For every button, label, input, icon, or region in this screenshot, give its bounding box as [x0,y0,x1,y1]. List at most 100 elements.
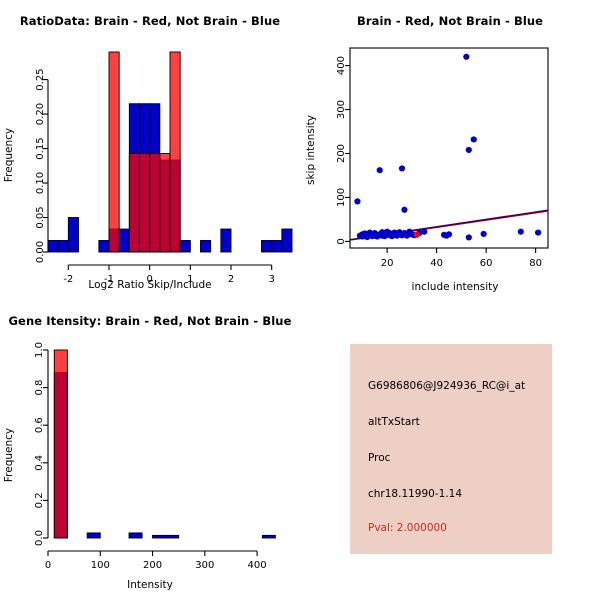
scatter-point [376,167,383,174]
y-axis-tick-label: 0.15 [35,137,46,159]
gene-process: Proc [368,452,391,464]
y-axis-tick-label: 0 [336,238,347,244]
histogram-bar [281,228,293,253]
histogram-bar [169,51,181,253]
x-axis-tick-label: 0 [146,274,152,285]
gene-histogram-svg: 0.0 0.2 0.4 0.6 0.8 1.0 0 100 200 300 400 Intensit… [3,342,276,591]
panel-gene-info: G6986806@J924936_RC@i_at altTxStart Proc… [300,300,600,600]
x-axis-tick-label: 80 [529,258,542,269]
scatter-point [401,206,408,213]
histogram-bar [128,532,143,539]
histogram-bar [108,51,120,253]
ratio-histogram-bars [47,51,293,253]
ratio-histogram-axes: 0.00 0.05 0.10 0.15 0.20 0.25 -2 -1 0 1 2 3 [35,68,275,285]
scatter-xlabel: include intensity [412,281,499,293]
panel-intensity-scatter: Brain - Red, Not Brain - Blue 0 100 200 300… [300,0,600,300]
scatter-point [421,228,428,235]
histogram-bar [159,152,171,253]
x-axis-tick-label: 3 [268,274,274,285]
gene-probe-id: G6986806@J924936_RC@i_at [368,380,526,392]
scatter-point [465,234,472,241]
histogram-bar [271,240,283,253]
gene-info-box: G6986806@J924936_RC@i_at altTxStart Proc… [350,344,552,554]
y-axis-tick-label: 100 [336,188,347,207]
x-axis-tick-label: 0 [45,560,51,571]
x-axis-tick-label: 100 [91,560,110,571]
scatter-ylabel: skip intensity [305,115,317,185]
y-axis-tick-label: 300 [336,100,347,119]
scatter-point [413,231,420,238]
scatter-point [480,230,487,238]
gene-histogram-xlabel: Intensity [127,579,173,591]
histogram-bar [118,228,130,253]
histogram-bar [261,240,273,253]
x-axis-tick-label: -2 [63,274,73,285]
gene-event-type: altTxStart [368,416,420,428]
scatter-title: Brain - Red, Not Brain - Blue [356,14,544,28]
x-axis-tick-label: 200 [143,560,162,571]
y-axis-tick-label: 0.2 [34,492,45,508]
scatter-point [354,198,361,205]
histogram-bar [67,217,79,253]
gene-histogram-ylabel: Frequency [3,428,15,482]
histogram-bar [53,349,68,539]
gene-histogram-bars [53,349,276,539]
histogram-bar [261,534,276,539]
y-axis-tick-label: 400 [336,56,347,75]
histogram-bar [47,240,59,253]
y-axis-tick-label: 0.6 [34,417,45,433]
scatter-points [354,53,542,241]
histogram-bar [200,240,212,253]
scatter-point [445,231,453,238]
y-axis-tick-label: 0.10 [35,172,46,194]
scatter-axes: 0 100 200 300 400 20 40 60 80 [336,56,542,269]
x-axis-tick-label: -1 [104,274,114,285]
histogram-bar [139,152,151,253]
ratio-histogram-title: RatioData: Brain - Red, Not Brain - Blue [19,14,281,28]
y-axis-tick-label: 200 [336,144,347,163]
histogram-bar [86,532,101,539]
x-axis-tick-label: 400 [248,560,267,571]
scatter-point [398,165,406,172]
scatter-point [470,136,477,143]
plot-box [349,47,549,249]
histogram-bar [152,534,167,539]
x-axis-tick-label: 2 [228,274,234,285]
x-axis-tick-label: 60 [480,258,493,269]
scatter-point [463,53,470,60]
y-axis-tick-label: 1.0 [34,342,45,358]
y-axis-tick-label: 0.8 [34,380,45,396]
scatter-plot-frame [349,47,549,249]
y-axis-tick-label: 0.00 [35,241,46,263]
gene-pval: Pval: 2.000000 [368,522,447,534]
y-axis-tick-label: 0.20 [35,103,46,125]
scatter-point [465,146,472,154]
ratio-histogram-svg: 0.00 0.05 0.10 0.15 0.20 0.25 -2 -1 0 1 2 3 Log2 Ra… [3,51,293,291]
histogram-bar [57,240,69,253]
x-axis-tick-label: 300 [195,560,214,571]
histogram-bar [128,152,140,253]
ratio-histogram-xlabel: Log2 Ratio Skip/Include [88,279,211,291]
y-axis-tick-label: 0.4 [34,455,45,471]
histogram-bar [220,228,232,253]
panel-ratio-histogram: RatioData: Brain - Red, Not Brain - Blue… [0,0,300,300]
histogram-bar [179,240,191,253]
scatter-point [517,228,524,235]
ratio-histogram-ylabel: Frequency [3,128,15,182]
scatter-point [535,229,542,236]
gene-histogram-axes: 0.0 0.2 0.4 0.6 0.8 1.0 0 100 200 300 400 [34,342,267,571]
x-axis-tick-label: 20 [381,258,394,269]
y-axis-tick-label: 0.0 [34,530,45,546]
histogram-bar [98,240,110,253]
panel-gene-intensity-histogram: Gene Itensity: Brain - Red, Not Brain - … [0,300,300,600]
gene-histogram-title: Gene Itensity: Brain - Red, Not Brain - … [8,314,292,328]
y-axis-tick-label: 0.05 [35,206,46,228]
gene-locus: chr18.11990-1.14 [368,488,463,500]
histogram-bar [165,534,180,539]
histogram-bar [149,152,161,253]
y-axis-tick-label: 0.25 [35,68,46,90]
x-axis-tick-label: 40 [430,258,443,269]
x-axis-tick-label: 1 [187,274,193,285]
